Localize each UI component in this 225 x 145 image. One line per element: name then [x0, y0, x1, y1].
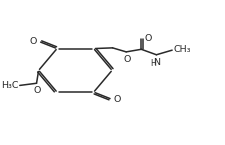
- Text: O: O: [29, 37, 37, 46]
- Text: H: H: [149, 59, 155, 68]
- Text: H₃C: H₃C: [1, 81, 19, 90]
- Text: O: O: [144, 34, 151, 43]
- Text: O: O: [123, 55, 130, 64]
- Text: N: N: [153, 58, 160, 67]
- Text: O: O: [33, 86, 41, 95]
- Text: O: O: [113, 95, 121, 104]
- Text: CH₃: CH₃: [172, 45, 190, 54]
